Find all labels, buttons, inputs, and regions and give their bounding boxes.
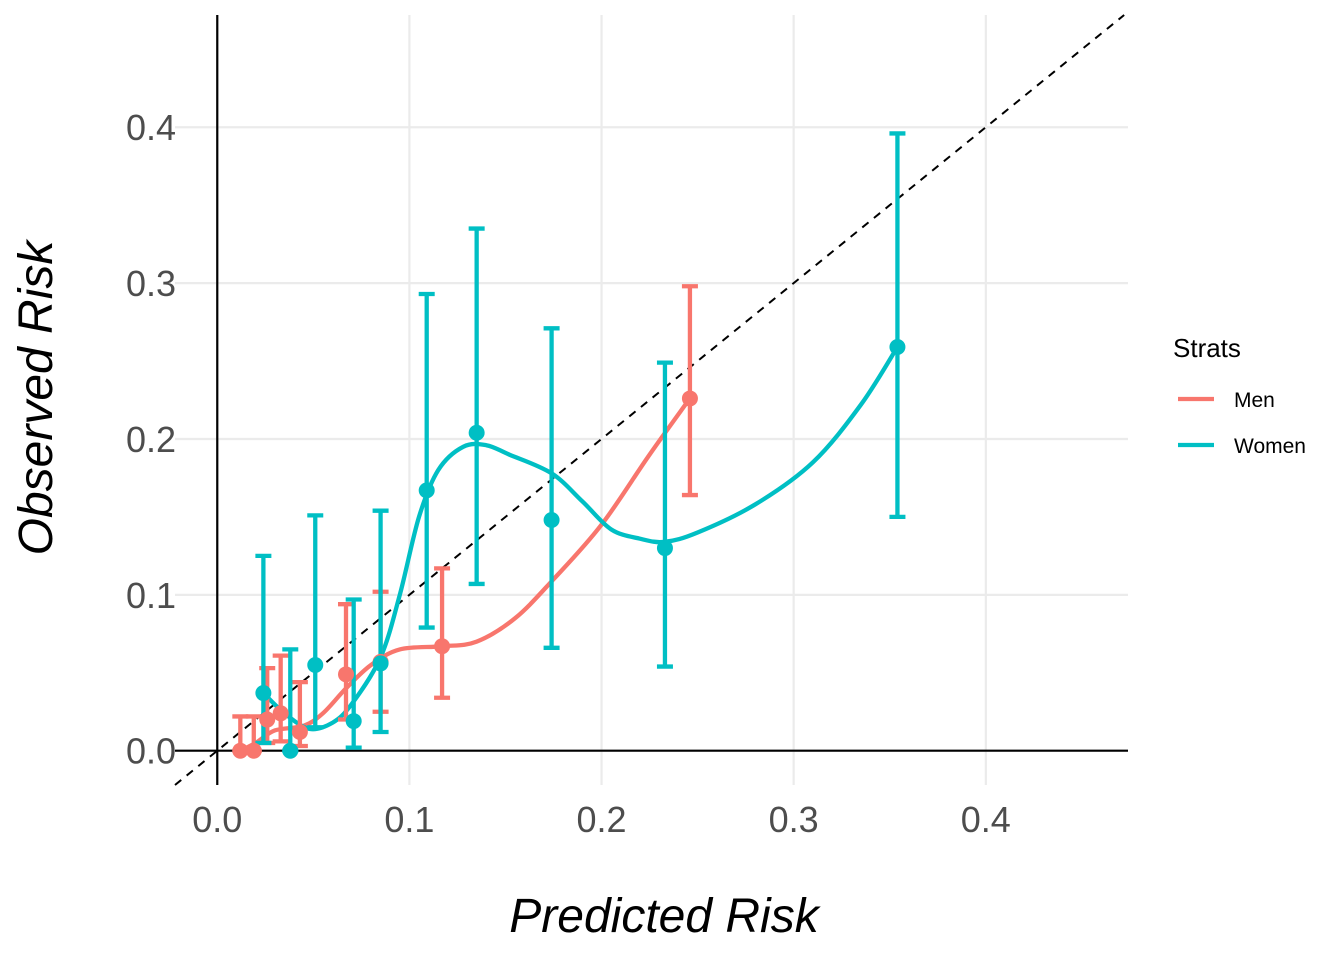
- legend-label-men: Men: [1234, 389, 1275, 412]
- women-data-point: [418, 482, 435, 499]
- tick-labels: 0.0 0.1 0.2 0.3 0.4 0.0 0.1 0.2 0.3 0.4: [126, 107, 1011, 840]
- men-data-point: [338, 666, 355, 683]
- women-data-point: [889, 339, 906, 356]
- men-data-point: [259, 711, 276, 728]
- women-error-bar: [307, 513, 324, 730]
- men-data-point: [681, 390, 698, 407]
- men-data-point: [434, 638, 451, 655]
- smooth-curves: [238, 344, 900, 753]
- women-data-point: [543, 512, 560, 529]
- axis-lines: [175, 15, 1128, 785]
- men-data-point: [245, 742, 262, 759]
- women-data-point: [468, 424, 485, 441]
- x-tick-label: 0.0: [192, 799, 242, 840]
- men-data-point: [272, 705, 289, 722]
- men-error-bar: [434, 566, 451, 700]
- women-data-point: [656, 540, 673, 557]
- x-tick-label: 0.1: [384, 799, 434, 840]
- x-tick-label: 0.3: [769, 799, 819, 840]
- legend-label-women: Women: [1234, 435, 1306, 458]
- women-data-point: [307, 656, 324, 673]
- legend-items: Men Women: [1178, 389, 1306, 458]
- women-error-bar: [418, 291, 435, 630]
- y-tick-label: 0.4: [126, 107, 176, 148]
- data-points: [232, 339, 906, 759]
- women-data-point: [372, 655, 389, 672]
- women-smooth-line: [261, 344, 900, 732]
- x-tick-label: 0.4: [961, 799, 1011, 840]
- legend-title: Strats: [1173, 333, 1241, 363]
- x-axis-title: Predicted Risk: [509, 890, 821, 943]
- men-error-bar: [272, 653, 289, 744]
- y-tick-label: 0.1: [126, 575, 176, 616]
- women-data-point: [282, 742, 299, 759]
- women-error-bar: [468, 226, 485, 587]
- y-axis-title: Observed Risk: [10, 238, 63, 556]
- y-tick-label: 0.2: [126, 419, 176, 460]
- women-data-point: [345, 713, 362, 730]
- women-error-bar: [372, 508, 389, 735]
- women-data-point: [255, 685, 272, 702]
- men-data-point: [291, 724, 308, 741]
- error-bars: [232, 131, 906, 753]
- y-tick-label: 0.3: [126, 263, 176, 304]
- women-error-bar: [255, 553, 272, 746]
- women-error-bar: [889, 131, 906, 520]
- men-smooth-line: [238, 396, 693, 753]
- y-tick-label: 0.0: [126, 731, 176, 772]
- men-data-point: [232, 742, 249, 759]
- legend: Strats Men Women: [1173, 333, 1306, 458]
- women-error-bar: [656, 360, 673, 669]
- women-error-bar: [543, 326, 560, 650]
- x-tick-label: 0.2: [577, 799, 627, 840]
